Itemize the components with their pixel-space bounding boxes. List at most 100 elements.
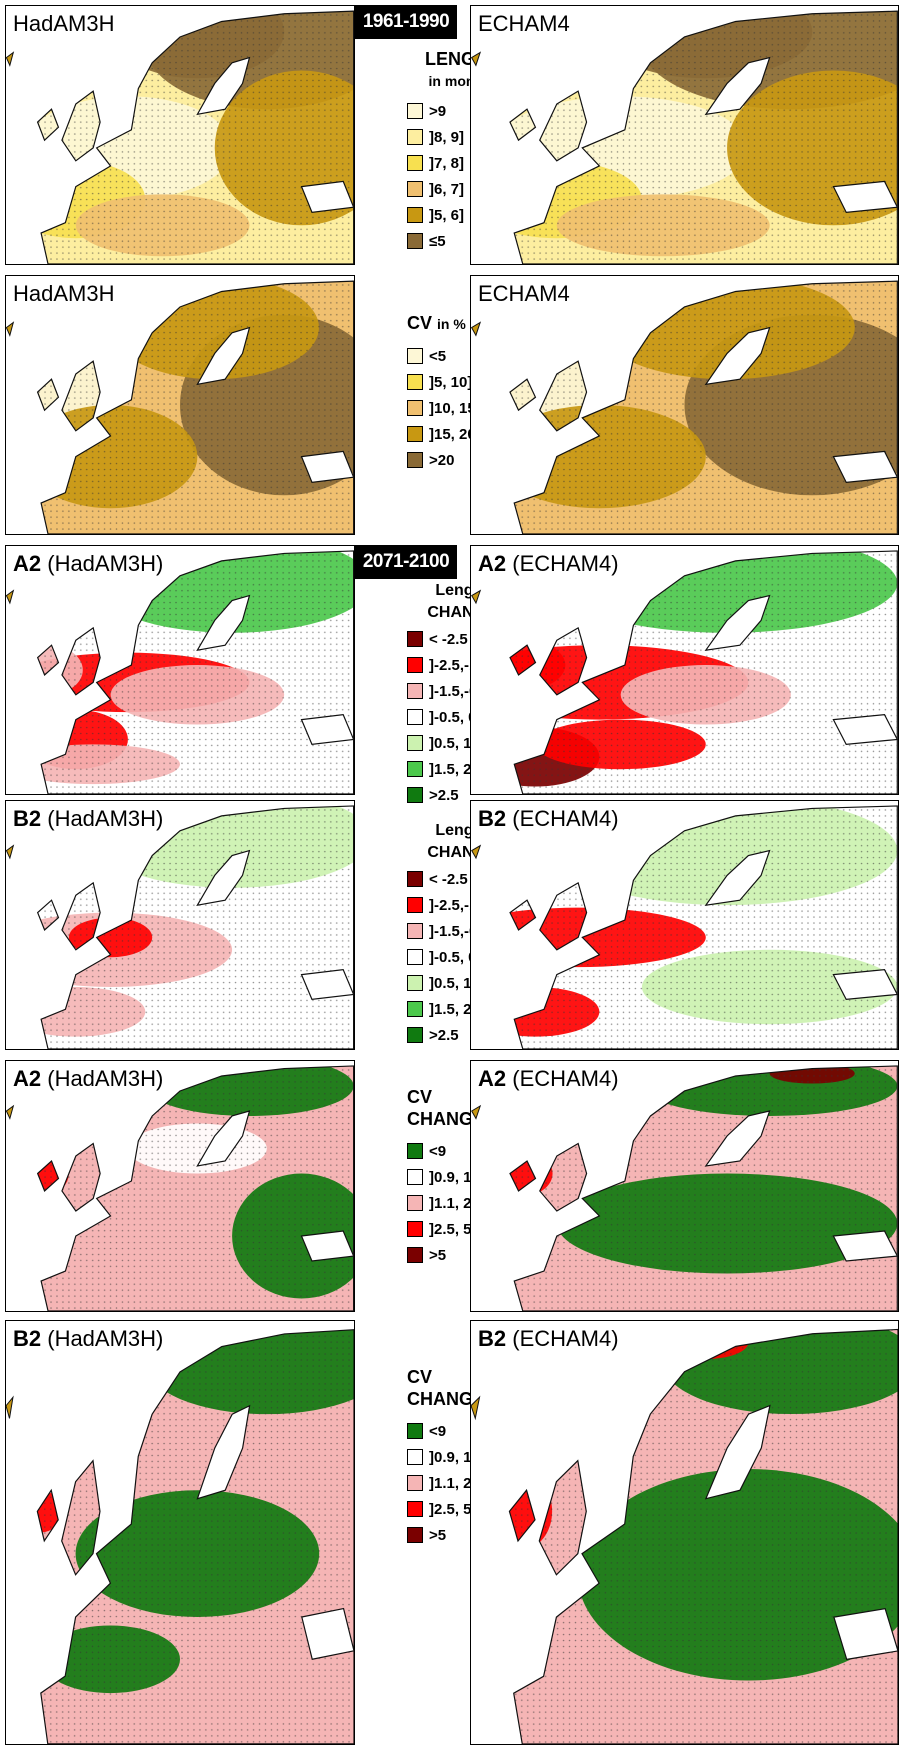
map-panel-cv-change-b2-echam4: B2 (ECHAM4) [470, 1320, 899, 1745]
legend-item: ]5, 6] [407, 202, 517, 228]
map-panel-cv-hadam3h: HadAM3H [5, 275, 355, 535]
legend-item: ]6, 7] [407, 176, 517, 202]
panel-title: HadAM3H [13, 11, 115, 36]
legend-item: ]5, 10] [407, 369, 517, 395]
legend-item: ≤5 [407, 228, 517, 254]
europe-map [471, 1328, 898, 1744]
legend-label: <9 [429, 1422, 447, 1440]
legend-label: ≤5 [429, 232, 446, 250]
legend-swatch [407, 103, 423, 119]
legend-swatch [407, 683, 423, 699]
legend-item: ]7, 8] [407, 150, 517, 176]
map-panel-cv-change-b2-hadam3h: B2 (HadAM3H) [5, 1320, 355, 1745]
map-panel-cv-echam4: ECHAM4 [470, 275, 899, 535]
legend-swatch [407, 1001, 423, 1017]
legend-swatch [407, 1027, 423, 1043]
legend-swatch [407, 1195, 423, 1211]
legend-label: < -2.5 [429, 870, 468, 888]
legend-swatch [407, 1169, 423, 1185]
legend-length-baseline: LENGTH in months >9]8, 9]]7, 8]]6, 7]]5,… [407, 48, 517, 254]
legend-item: >5 [407, 1522, 517, 1548]
legend-item: >5 [407, 1242, 517, 1268]
legend-swatch [407, 949, 423, 965]
legend-swatch [407, 452, 423, 468]
europe-map [471, 10, 898, 264]
panel-title: HadAM3H [13, 281, 115, 306]
legend-label: >2.5 [429, 786, 459, 804]
europe-map [6, 10, 354, 264]
legend-label: ]5, 10] [429, 373, 473, 391]
legend-swatch [407, 129, 423, 145]
legend-item: <9 [407, 1138, 517, 1164]
legend-label: ]2.5, 5] [429, 1500, 477, 1518]
map-panel-length-hadam3h: HadAM3H [5, 5, 355, 265]
panel-title: A2 (HadAM3H) [13, 1066, 164, 1091]
legend-item: <5 [407, 343, 517, 369]
panel-title: B2 (ECHAM4) [478, 806, 619, 831]
europe-map [6, 550, 354, 794]
map-panel-length-change-a2-echam4: A2 (ECHAM4) [470, 545, 899, 795]
legend-swatch [407, 871, 423, 887]
legend-item: ]15, 20] [407, 421, 517, 447]
panel-title: B2 (HadAM3H) [13, 806, 164, 831]
legend-title: CHANGE [407, 1389, 486, 1409]
legend-label: >20 [429, 451, 455, 469]
europe-map [471, 550, 898, 794]
legend-swatch [407, 709, 423, 725]
legend-swatch [407, 207, 423, 223]
period-badge-future: 2071-2100 [355, 545, 457, 579]
map-panel-length-echam4: ECHAM4 [470, 5, 899, 265]
legend-label: >5 [429, 1526, 447, 1544]
legend-item: ]2.5, 5] [407, 1496, 517, 1522]
europe-map [471, 280, 898, 534]
legend-swatch [407, 1475, 423, 1491]
legend-item: <9 [407, 1418, 517, 1444]
legend-label: >2.5 [429, 1026, 459, 1044]
legend-item: < -2.5 [407, 866, 517, 892]
legend-swatch [407, 631, 423, 647]
legend-swatch [407, 1449, 423, 1465]
legend-label: >5 [429, 1246, 447, 1264]
legend-label: < -2.5 [429, 630, 468, 648]
legend-swatch [407, 761, 423, 777]
legend-label: ]6, 7] [429, 180, 465, 198]
europe-map [471, 805, 898, 1049]
legend-item: >9 [407, 98, 517, 124]
map-panel-length-change-b2-hadam3h: B2 (HadAM3H) [5, 800, 355, 1050]
europe-map [6, 280, 354, 534]
legend-swatch [407, 897, 423, 913]
map-panel-cv-change-a2-echam4: A2 (ECHAM4) [470, 1060, 899, 1312]
legend-item: ]10, 15] [407, 395, 517, 421]
legend-swatch [407, 923, 423, 939]
legend-swatch [407, 426, 423, 442]
legend-swatch [407, 1527, 423, 1543]
legend-cv-baseline: CV in % <5 ]5, 10] ]10, 15] ]15, 20] >20 [407, 312, 517, 473]
legend-label: ]10, 15] [429, 399, 481, 417]
legend-swatch [407, 975, 423, 991]
legend-swatch [407, 400, 423, 416]
legend-swatch [407, 1143, 423, 1159]
legend-swatch [407, 155, 423, 171]
legend-swatch [407, 1247, 423, 1263]
panel-title: A2 (HadAM3H) [13, 551, 164, 576]
legend-swatch [407, 735, 423, 751]
legend-item: >2.5 [407, 782, 517, 808]
legend-title: CV [407, 1087, 433, 1107]
legend-label: ]2.5, 5] [429, 1220, 477, 1238]
legend-swatch [407, 787, 423, 803]
europe-map [6, 805, 354, 1049]
legend-swatch [407, 348, 423, 364]
panel-title: ECHAM4 [478, 281, 570, 306]
map-panel-length-change-a2-hadam3h: A2 (HadAM3H) [5, 545, 355, 795]
legend-title: CV in % [407, 313, 466, 333]
legend-item: >2.5 [407, 1022, 517, 1048]
legend-item: ]2.5, 5] [407, 1216, 517, 1242]
legend-swatch [407, 1221, 423, 1237]
legend-label: ]7, 8] [429, 154, 465, 172]
period-badge-baseline: 1961-1990 [355, 5, 457, 39]
map-panel-cv-change-a2-hadam3h: A2 (HadAM3H) [5, 1060, 355, 1312]
legend-title: CHANGE [407, 1109, 486, 1129]
legend-label: <5 [429, 347, 447, 365]
legend-title: CV [407, 1367, 433, 1387]
legend-label: ]8, 9] [429, 128, 465, 146]
